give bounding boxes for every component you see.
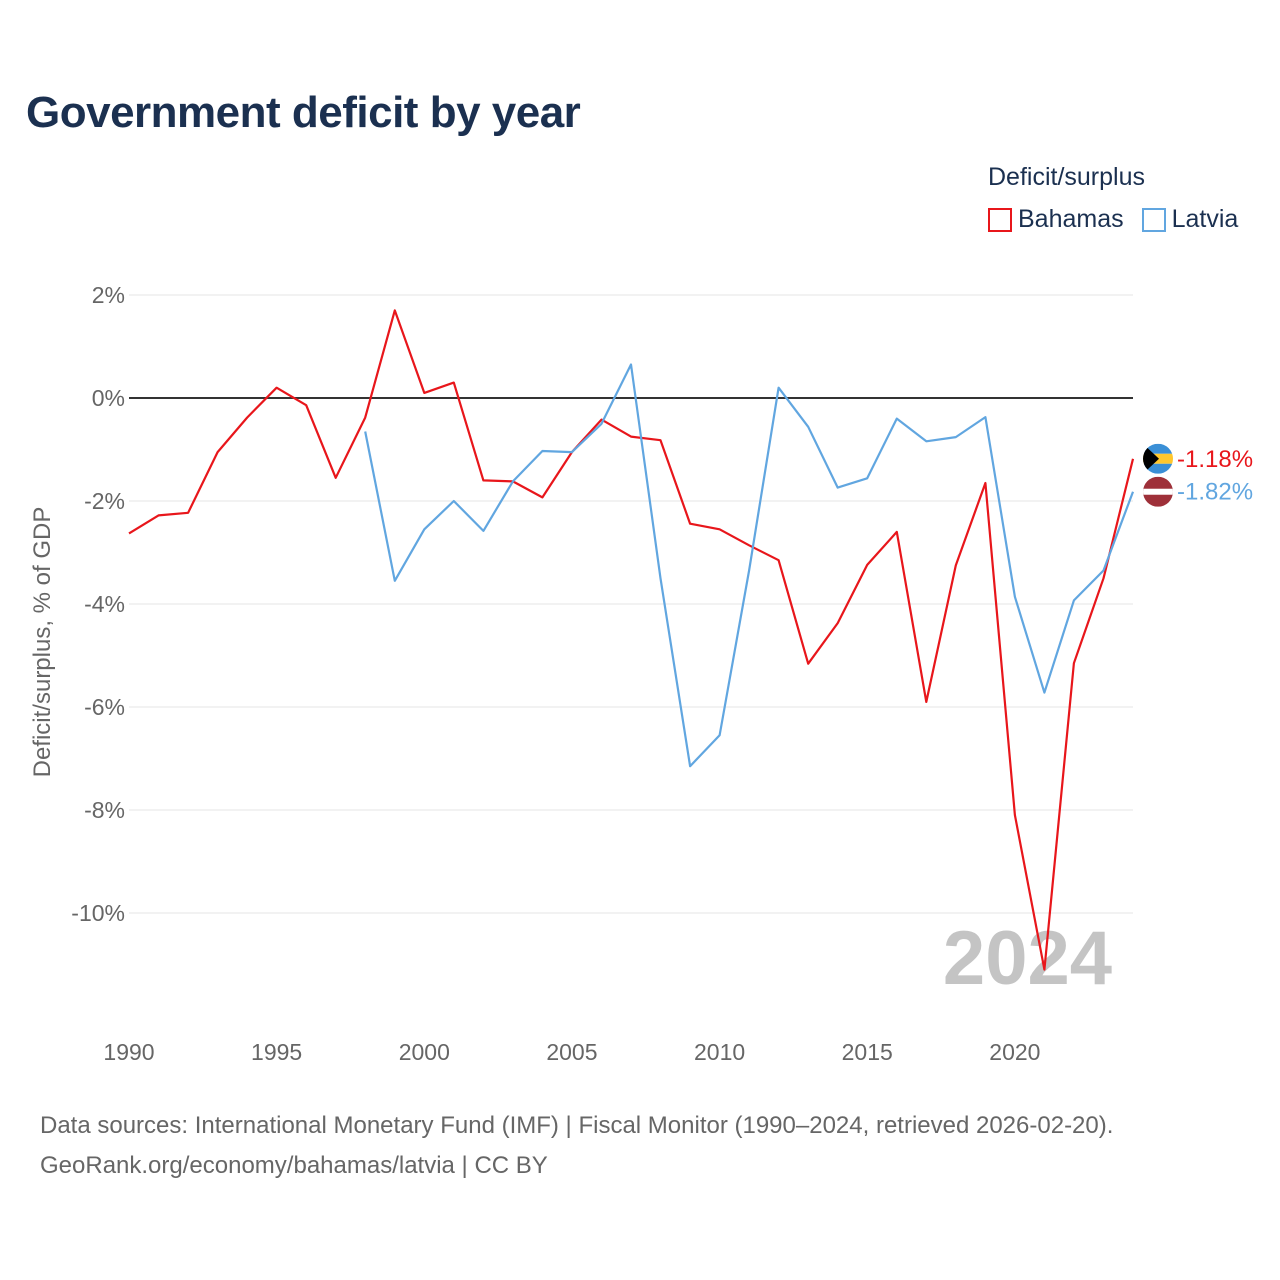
data-point-latvia bbox=[983, 415, 988, 420]
data-point-bahamas bbox=[127, 531, 132, 536]
data-point-bahamas bbox=[865, 562, 870, 567]
data-point-latvia bbox=[658, 576, 663, 581]
data-point-bahamas bbox=[1042, 967, 1047, 972]
x-tick-label: 2015 bbox=[842, 1039, 893, 1065]
data-point-bahamas bbox=[481, 478, 486, 483]
latvia-flag-icon bbox=[1143, 476, 1173, 507]
data-point-bahamas bbox=[835, 621, 840, 626]
data-point-bahamas bbox=[894, 529, 899, 534]
source-note: Data sources: International Monetary Fun… bbox=[40, 1106, 1113, 1186]
data-point-latvia bbox=[747, 568, 752, 573]
data-point-latvia bbox=[894, 416, 899, 421]
data-point-latvia bbox=[451, 499, 456, 504]
source-line-1: Data sources: International Monetary Fun… bbox=[40, 1112, 1114, 1139]
legend-label-latvia: Latvia bbox=[1171, 205, 1239, 233]
series-line-bahamas bbox=[128, 309, 1135, 971]
y-tick-label: -6% bbox=[84, 694, 125, 720]
x-tick-label: 2005 bbox=[546, 1039, 597, 1065]
x-tick-label: 2020 bbox=[989, 1039, 1040, 1065]
data-point-latvia bbox=[806, 424, 811, 429]
data-point-bahamas bbox=[333, 475, 338, 480]
series-line-latvia bbox=[364, 363, 1135, 768]
x-tick-label: 2010 bbox=[694, 1039, 745, 1065]
data-point-latvia bbox=[422, 527, 427, 532]
data-point-latvia bbox=[1131, 489, 1136, 494]
y-tick-label: 2% bbox=[92, 282, 125, 308]
data-point-bahamas bbox=[215, 450, 220, 455]
data-point-bahamas bbox=[747, 543, 752, 548]
data-point-bahamas bbox=[451, 380, 456, 385]
y-tick-label: -8% bbox=[84, 797, 125, 823]
x-tick-label: 1995 bbox=[251, 1039, 302, 1065]
data-point-bahamas bbox=[806, 661, 811, 666]
x-tick-label: 1990 bbox=[103, 1039, 154, 1065]
data-point-bahamas bbox=[1131, 456, 1136, 461]
data-point-bahamas bbox=[688, 521, 693, 526]
data-point-latvia bbox=[865, 476, 870, 481]
data-point-latvia bbox=[599, 421, 604, 426]
data-point-bahamas bbox=[629, 434, 634, 439]
data-point-bahamas bbox=[776, 558, 781, 563]
y-tick-label: 0% bbox=[92, 385, 125, 411]
data-point-bahamas bbox=[983, 480, 988, 485]
end-label-latvia: -1.82% bbox=[1177, 479, 1253, 506]
data-point-bahamas bbox=[304, 403, 309, 408]
data-point-latvia bbox=[1012, 594, 1017, 599]
y-tick-label: -4% bbox=[84, 591, 125, 617]
data-point-latvia bbox=[629, 362, 634, 367]
data-point-latvia bbox=[363, 429, 368, 434]
data-point-latvia bbox=[540, 449, 545, 454]
line-chart: 2% 0% -2% -4% -6% -8% -10% 1990 1995 2000 2005 2010… bbox=[29, 282, 1253, 1065]
data-point-latvia bbox=[510, 479, 515, 484]
data-point-bahamas bbox=[717, 527, 722, 532]
y-tick-label: -10% bbox=[71, 900, 125, 926]
data-point-latvia bbox=[953, 435, 958, 440]
data-point-latvia bbox=[392, 578, 397, 583]
data-point-latvia bbox=[776, 385, 781, 390]
data-point-bahamas bbox=[274, 385, 279, 390]
data-point-latvia bbox=[481, 528, 486, 533]
data-point-bahamas bbox=[540, 495, 545, 500]
data-point-latvia bbox=[569, 450, 574, 455]
y-axis-label: Deficit/surplus, % of GDP bbox=[29, 507, 56, 778]
bahamas-flag-icon bbox=[1143, 443, 1173, 474]
year-watermark: 2024 bbox=[943, 916, 1112, 1001]
x-tick-label: 2000 bbox=[399, 1039, 450, 1065]
end-label-bahamas: -1.18% bbox=[1177, 446, 1253, 473]
legend-label-bahamas: Bahamas bbox=[1018, 205, 1124, 233]
data-point-bahamas bbox=[1012, 813, 1017, 818]
legend-item-bahamas[interactable]: Bahamas bbox=[988, 205, 1124, 234]
data-point-bahamas bbox=[658, 438, 663, 443]
data-point-bahamas bbox=[156, 513, 161, 518]
source-line-2[interactable]: GeoRank.org/economy/bahamas/latvia | CC … bbox=[40, 1152, 548, 1179]
legend-item-latvia[interactable]: Latvia bbox=[1141, 205, 1239, 234]
data-point-latvia bbox=[688, 764, 693, 769]
chart-title: Government deficit by year bbox=[26, 88, 581, 137]
data-point-latvia bbox=[835, 485, 840, 490]
data-point-latvia bbox=[924, 439, 929, 444]
data-point-bahamas bbox=[186, 510, 191, 515]
data-point-bahamas bbox=[392, 308, 397, 313]
data-point-bahamas bbox=[363, 415, 368, 420]
legend-swatch-bahamas bbox=[988, 207, 1012, 232]
y-tick-label: -2% bbox=[84, 488, 125, 514]
legend: Bahamas Latvia bbox=[988, 205, 1256, 234]
data-point-latvia bbox=[1071, 598, 1076, 603]
data-point-bahamas bbox=[245, 415, 250, 420]
data-point-latvia bbox=[717, 733, 722, 738]
data-point-latvia bbox=[1101, 568, 1106, 573]
legend-swatch-latvia bbox=[1141, 207, 1166, 232]
data-point-bahamas bbox=[1071, 661, 1076, 666]
data-point-bahamas bbox=[422, 390, 427, 395]
data-point-bahamas bbox=[924, 699, 929, 704]
data-point-bahamas bbox=[953, 563, 958, 568]
data-point-bahamas bbox=[1101, 576, 1106, 581]
data-point-latvia bbox=[1042, 690, 1047, 695]
legend-title: Deficit/surplus bbox=[988, 163, 1145, 191]
